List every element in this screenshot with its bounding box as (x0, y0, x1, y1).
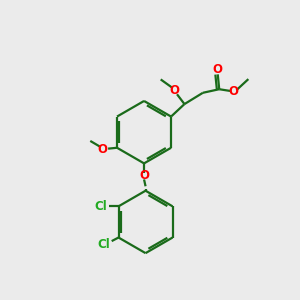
Text: O: O (229, 85, 238, 98)
Text: O: O (98, 143, 108, 156)
Text: O: O (213, 63, 223, 76)
Text: Cl: Cl (97, 238, 110, 250)
Text: O: O (139, 169, 149, 182)
Text: O: O (169, 84, 179, 97)
Text: Cl: Cl (94, 200, 107, 213)
